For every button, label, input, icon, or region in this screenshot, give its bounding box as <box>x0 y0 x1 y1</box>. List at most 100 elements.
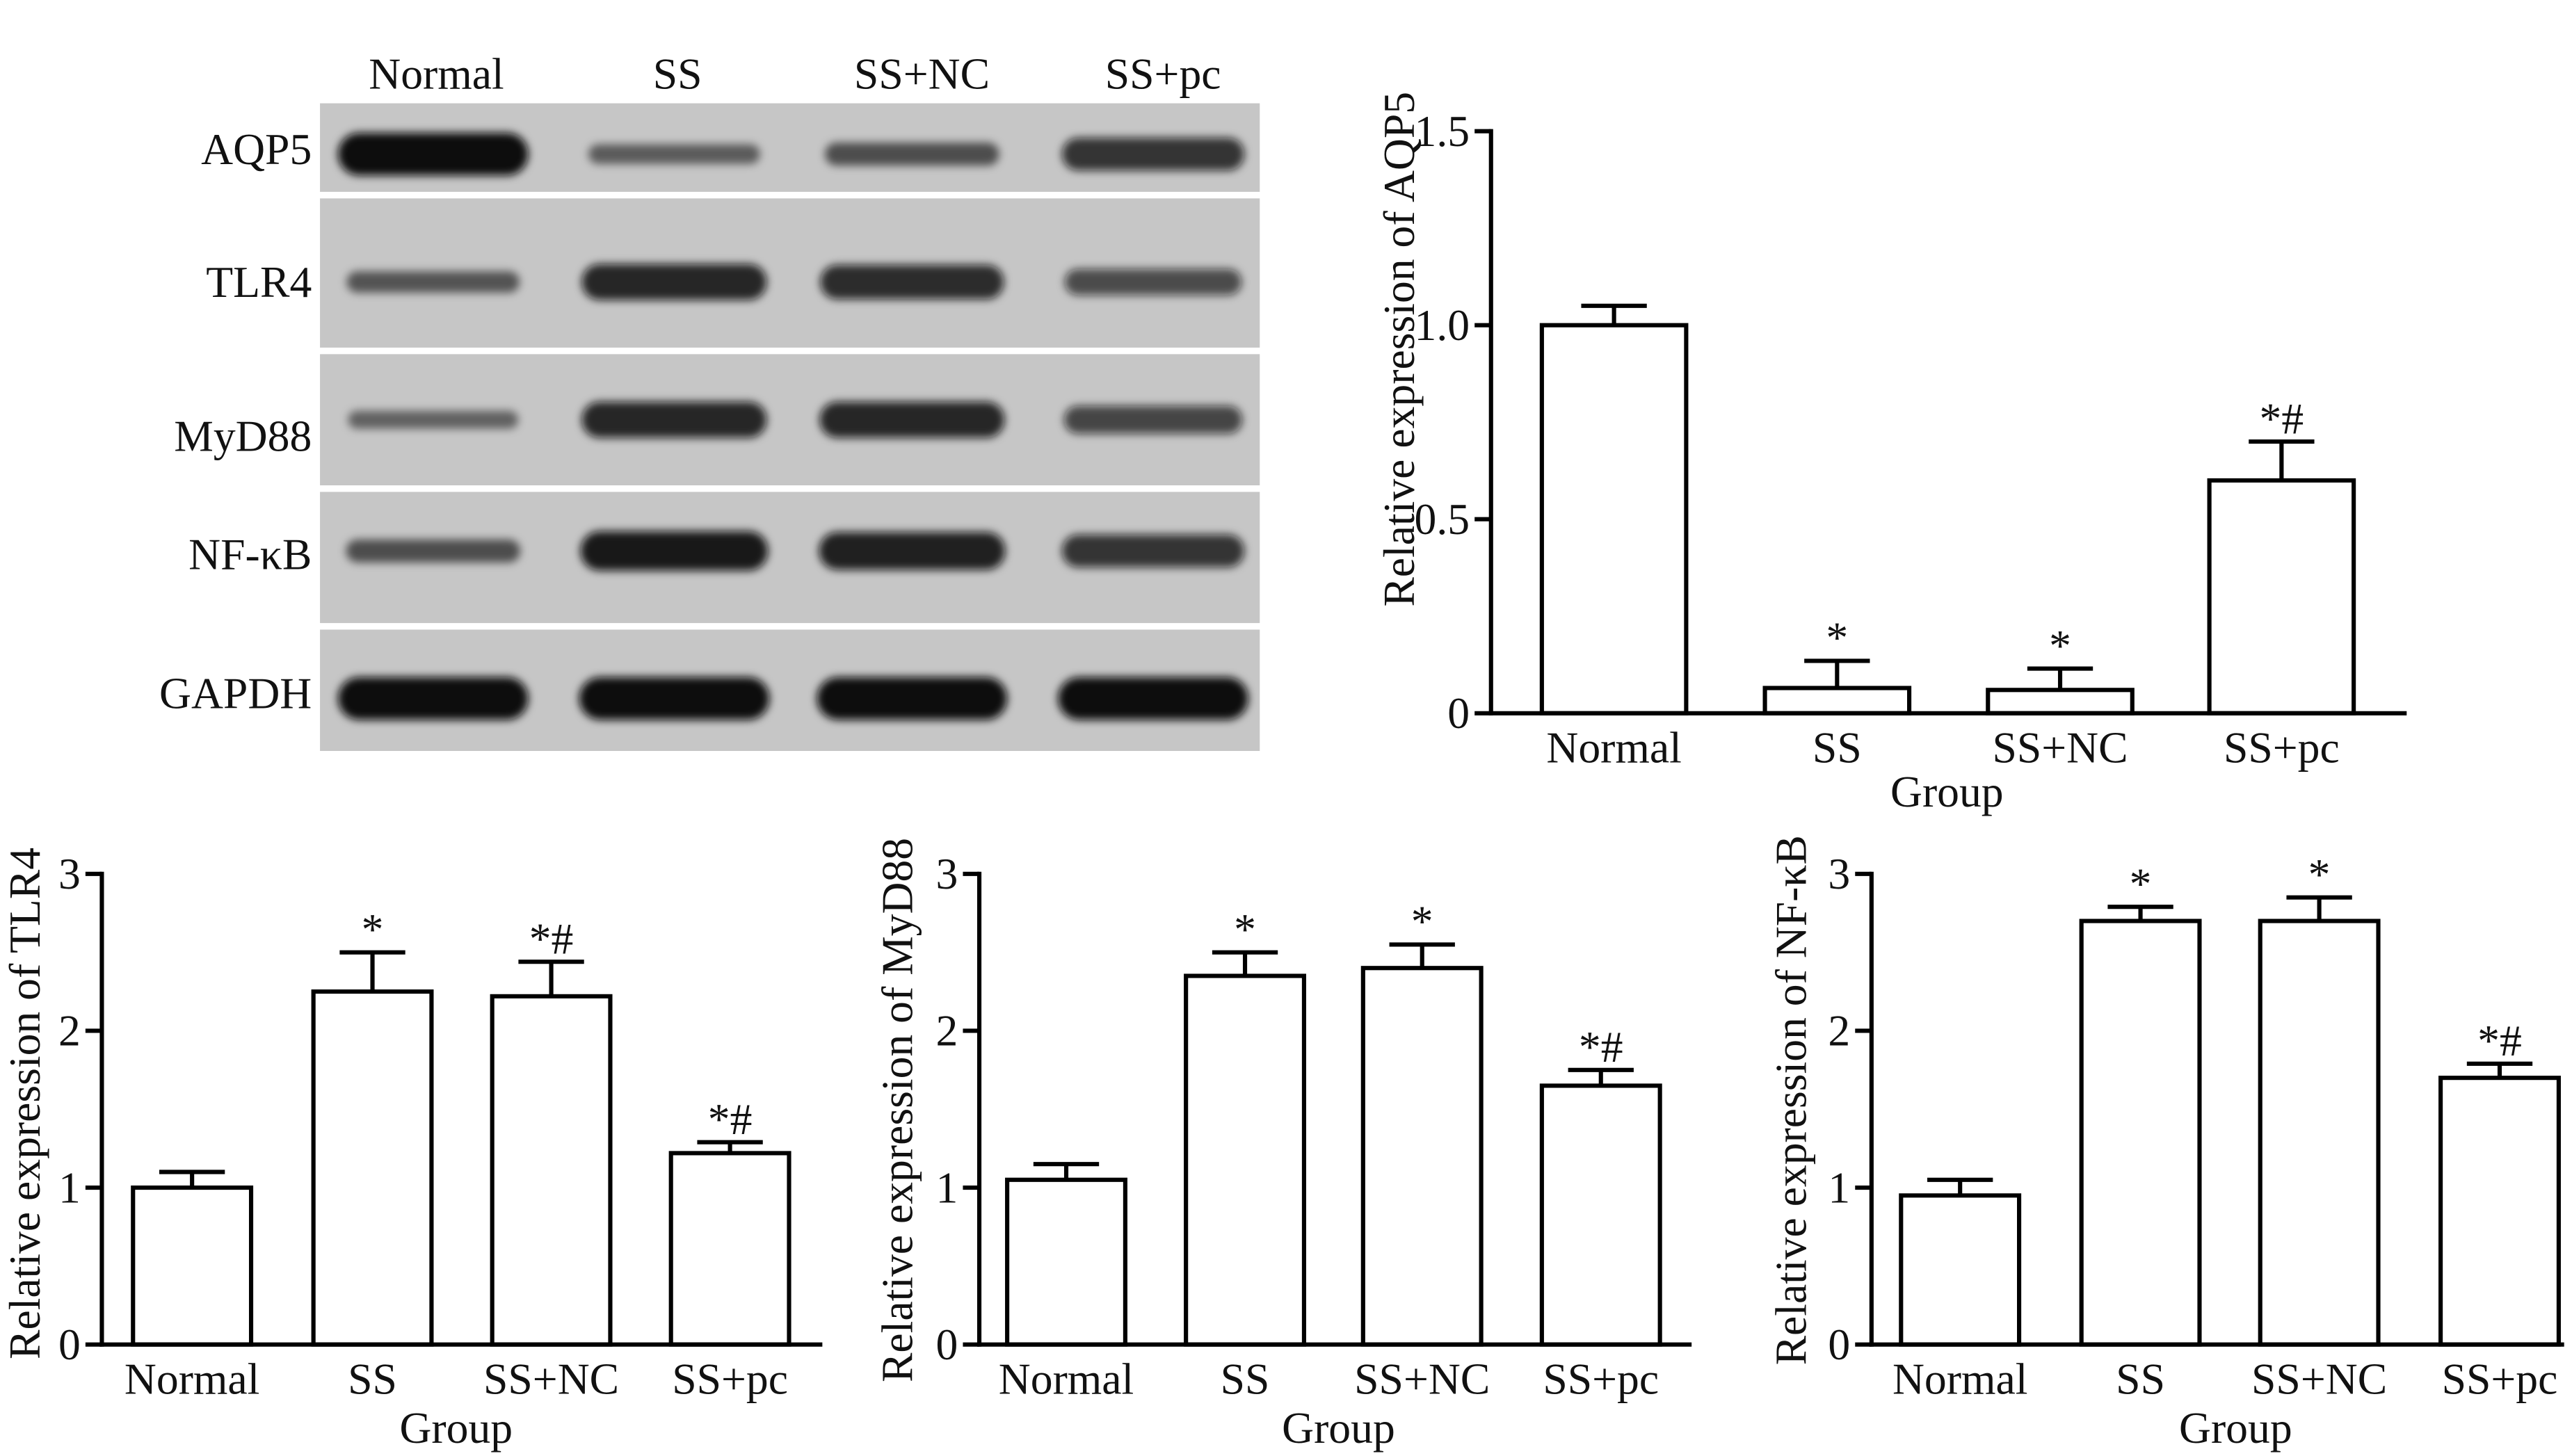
blot-band <box>580 531 769 571</box>
y-tick-label: 0.5 <box>1415 494 1470 544</box>
blot-band <box>581 264 767 300</box>
bar <box>1360 966 1484 1347</box>
bar <box>1986 688 2135 715</box>
x-tick-label: Normal <box>999 1354 1134 1403</box>
bar <box>1005 1177 1127 1347</box>
blot-band <box>817 677 1008 720</box>
x-tick-label: SS+NC <box>1992 723 2128 773</box>
significance-marker: * <box>1826 613 1848 663</box>
x-tick-label: SS+NC <box>483 1354 619 1403</box>
significance-marker: * <box>362 905 384 954</box>
blot-band <box>346 539 521 563</box>
significance-marker: *# <box>2477 1016 2522 1065</box>
bar <box>2438 1076 2561 1347</box>
blot-band <box>1063 405 1243 434</box>
x-tick-label: Normal <box>124 1354 259 1403</box>
x-axis-label: Group <box>2179 1403 2292 1453</box>
myd88-bar-chart: Normal * SS * SS+NC *# SS+pc 0 1 2 3 Group Relative … <box>872 838 1692 1453</box>
y-axis-label: Relative expression of NF-κB <box>1767 835 1816 1365</box>
bar <box>1899 1193 2022 1347</box>
protein-label: AQP5 <box>201 124 312 174</box>
blot-band <box>1061 534 1245 567</box>
x-tick-label: SS+pc <box>2224 723 2340 773</box>
blot-band <box>346 271 520 293</box>
y-tick-label: 0 <box>936 1320 958 1369</box>
x-tick-label: SS <box>2116 1354 2165 1403</box>
significance-marker: * <box>1411 897 1433 946</box>
bar <box>1539 323 1689 715</box>
blot-band <box>338 133 529 176</box>
x-tick-label: SS <box>1221 1354 1270 1403</box>
x-tick-label: Normal <box>1892 1354 2027 1403</box>
y-axis-label: Relative expression of TLR4 <box>0 848 49 1359</box>
significance-marker: * <box>2049 621 2071 670</box>
bar <box>2258 919 2381 1347</box>
significance-marker: * <box>1234 905 1256 954</box>
blot-band <box>579 677 770 720</box>
y-tick-label: 0 <box>1828 1320 1850 1369</box>
bar <box>131 1185 254 1347</box>
x-tick-label: SS <box>348 1354 397 1403</box>
x-tick-label: SS+NC <box>2251 1354 2387 1403</box>
bar <box>2207 478 2356 715</box>
bar <box>1762 686 1912 715</box>
x-tick-label: SS+NC <box>1354 1354 1490 1403</box>
lane-label: SS+pc <box>1105 49 1221 98</box>
x-tick-label: Normal <box>1546 723 1681 773</box>
y-tick-label: 1.5 <box>1415 106 1470 156</box>
bar <box>1184 973 1307 1347</box>
y-tick-label: 2 <box>936 1006 958 1055</box>
x-tick-label: SS <box>1813 723 1862 773</box>
significance-marker: *# <box>1579 1022 1623 1071</box>
protein-label: GAPDH <box>159 669 312 718</box>
y-tick-label: 1 <box>58 1163 81 1212</box>
nfkb-bar-chart: Normal * SS * SS+NC *# SS+pc 0 1 2 3 Group Relative … <box>1767 835 2564 1453</box>
y-tick-label: 1 <box>936 1163 958 1212</box>
bar <box>490 994 613 1347</box>
y-axis-label: Relative expression of AQP5 <box>1374 92 1424 607</box>
y-tick-label: 2 <box>1828 1006 1850 1055</box>
blot-band <box>1061 138 1245 171</box>
tlr4-bar-chart: Normal * SS *# SS+NC *# SS+pc 0 1 2 3 Group Relative… <box>0 848 823 1453</box>
y-tick-label: 1 <box>1828 1163 1850 1212</box>
lane-label: SS <box>653 49 702 98</box>
y-tick-label: 2 <box>58 1006 81 1055</box>
significance-marker: *# <box>2260 394 2304 443</box>
protein-label: NF-κB <box>188 529 312 579</box>
significance-marker: *# <box>708 1094 753 1144</box>
y-tick-label: 3 <box>1828 849 1850 898</box>
significance-marker: * <box>2130 859 2152 908</box>
bar <box>2079 919 2202 1347</box>
y-tick-label: 3 <box>936 849 958 898</box>
blot-band <box>1058 677 1248 720</box>
x-axis-label: Group <box>1282 1403 1395 1453</box>
aqp5-bar-chart: Normal * SS * SS+NC *# SS+pc 0 0.5 1.0 1.5 Group Rel… <box>1374 92 2407 816</box>
blot-band <box>1064 268 1242 296</box>
bar <box>311 989 434 1347</box>
blot-band <box>338 677 529 720</box>
y-tick-label: 0 <box>58 1320 81 1369</box>
significance-marker: * <box>2308 850 2331 899</box>
x-tick-label: SS+pc <box>1543 1354 1659 1403</box>
y-tick-label: 0 <box>1447 688 1470 738</box>
blot-band <box>820 264 1004 300</box>
x-tick-label: SS+pc <box>2442 1354 2558 1403</box>
blot-band <box>581 401 767 438</box>
western-blot-panel: Normal SS SS+NC SS+pc AQP5 TLR4 MyD88 NF-κB GAPD… <box>159 49 1260 752</box>
y-tick-label: 1.0 <box>1415 300 1470 350</box>
blot-band <box>588 144 760 164</box>
protein-label: TLR4 <box>206 257 312 307</box>
lane-label: SS+NC <box>854 49 990 98</box>
blot-band <box>819 401 1005 438</box>
x-axis-label: Group <box>1890 767 2004 816</box>
protein-label: MyD88 <box>174 411 312 460</box>
lane-label: Normal <box>369 49 504 98</box>
significance-marker: *# <box>529 914 574 963</box>
blot-band <box>819 532 1006 570</box>
y-tick-label: 3 <box>58 849 81 898</box>
y-axis-label: Relative expression of MyD88 <box>872 838 922 1382</box>
blot-band <box>825 143 999 166</box>
bar <box>668 1151 791 1347</box>
bar <box>1539 1083 1662 1347</box>
